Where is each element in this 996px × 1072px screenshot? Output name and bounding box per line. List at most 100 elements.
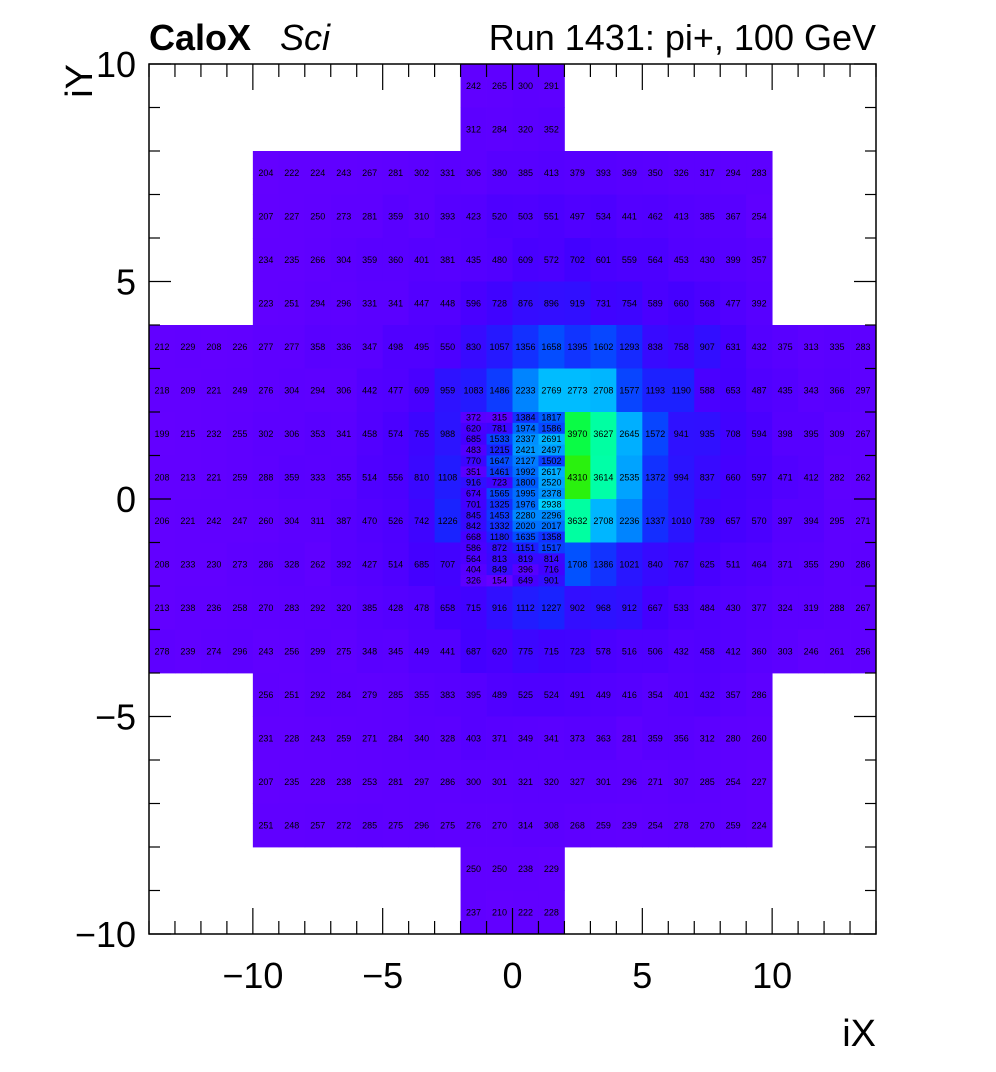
cell-value-label: 276: [258, 385, 273, 395]
x-axis-label: iX: [842, 1013, 876, 1055]
cell-value-label: 1372: [645, 472, 665, 482]
cell-value-label: 311: [311, 516, 325, 526]
heatmap-cell: [304, 194, 332, 239]
cell-value-label: 367: [726, 211, 741, 221]
cell-value-label: 291: [544, 81, 559, 91]
cell-value-label: 326: [674, 168, 689, 178]
heatmap-cell: [564, 281, 591, 326]
cell-value-label: 336: [336, 342, 351, 352]
heatmap-cell: [512, 586, 539, 630]
cell-value-label: 335: [830, 342, 845, 352]
cell-value-label: 514: [388, 559, 403, 569]
cell-value-label: 660: [674, 298, 689, 308]
heatmap-cell: [408, 760, 435, 804]
heatmap-cell: [486, 151, 513, 195]
heatmap-cell: [174, 542, 202, 587]
cell-value-label: 229: [180, 342, 195, 352]
cell-value-label: 574: [388, 429, 403, 439]
cell-value-label: 267: [856, 429, 871, 439]
heatmap-cell: [642, 499, 669, 543]
cell-value-label: 413: [544, 168, 559, 178]
cell-value-label: 449: [596, 690, 611, 700]
cell-value-label: 267: [362, 168, 377, 178]
heatmap-cell: [746, 412, 773, 456]
cell-value-label: 207: [258, 211, 273, 221]
cell-value-label: 314: [518, 820, 533, 830]
heatmap-cell: [278, 499, 306, 543]
heatmap-cell: [434, 368, 461, 413]
cell-value-label: 2497: [541, 445, 561, 455]
cell-value-label: 340: [414, 733, 429, 743]
cell-value-label: 261: [830, 646, 845, 656]
cell-value-label: 471: [778, 472, 793, 482]
heatmap-cell: [512, 194, 539, 239]
cell-value-label: 308: [544, 820, 559, 830]
heatmap-cell: [512, 553, 539, 565]
cell-value-label: 296: [336, 298, 351, 308]
heatmap-cell: [486, 673, 513, 717]
heatmap-cell: [356, 281, 384, 326]
heatmap-cell: [512, 444, 539, 456]
cell-value-label: 242: [206, 516, 221, 526]
cell-value-label: 251: [258, 820, 273, 830]
cell-value-label: 328: [284, 559, 299, 569]
heatmap-cell: [512, 890, 539, 935]
heatmap-cell: [616, 803, 643, 848]
cell-value-label: 2691: [541, 434, 561, 444]
cell-value-label: 358: [310, 342, 325, 352]
heatmap-cell: [174, 455, 202, 500]
heatmap-cell: [408, 716, 435, 761]
cell-value-label: 994: [674, 472, 689, 482]
heatmap-cell: [382, 542, 410, 587]
heatmap-cell: [434, 325, 461, 369]
heatmap-cell: [772, 325, 799, 369]
heatmap-cell: [720, 194, 747, 239]
heatmap-cell: [850, 368, 877, 413]
heatmap-cell: [590, 586, 617, 630]
heatmap-cell: [798, 325, 825, 369]
heatmap-cell: [746, 716, 773, 761]
cell-value-label: 396: [518, 565, 533, 575]
heatmap-cell: [486, 629, 513, 674]
cell-value-label: 208: [154, 472, 169, 482]
cell-value-label: 292: [310, 690, 325, 700]
heatmap-cell: [538, 553, 565, 565]
cell-value-label: 430: [726, 603, 741, 613]
cell-value-label: 1108: [438, 472, 457, 482]
cell-value-label: 363: [596, 733, 611, 743]
heatmap-cell: [486, 194, 513, 239]
cell-value-label: 767: [674, 559, 689, 569]
cell-value-label: 288: [258, 472, 273, 482]
heatmap-cell: [720, 716, 747, 761]
cell-value-label: 1974: [515, 423, 535, 433]
cell-value-label: 498: [388, 342, 403, 352]
heatmap-cell: [616, 325, 643, 369]
cell-value-label: 674: [466, 489, 481, 499]
cell-value-label: 399: [726, 255, 741, 265]
heatmap-cell: [252, 673, 280, 717]
cell-value-label: 294: [726, 168, 741, 178]
heatmap-cell: [642, 716, 669, 761]
cell-value-label: 497: [570, 211, 585, 221]
heatmap-cell: [486, 455, 513, 467]
heatmap-cell: [460, 509, 487, 522]
heatmap-cell: [512, 422, 539, 435]
cell-value-label: 222: [284, 168, 299, 178]
cell-value-label: 385: [700, 211, 715, 221]
heatmap-cell: [252, 803, 280, 848]
cell-value-label: 300: [466, 777, 481, 787]
cell-value-label: 2645: [619, 429, 639, 439]
cell-value-label: 597: [752, 472, 767, 482]
cell-value-label: 2617: [541, 467, 561, 477]
cell-value-label: 464: [752, 559, 767, 569]
cell-value-label: 341: [336, 429, 351, 439]
heatmap-cell: [538, 64, 565, 108]
heatmap-cell: [720, 803, 747, 848]
cell-value-label: 296: [622, 777, 637, 787]
cell-value-label: 270: [492, 820, 507, 830]
heatmap-cell: [616, 194, 643, 239]
cell-value-label: 2127: [515, 456, 535, 466]
cell-value-label: 401: [414, 255, 429, 265]
cell-value-label: 413: [674, 211, 689, 221]
cell-value-label: 2020: [515, 521, 535, 531]
